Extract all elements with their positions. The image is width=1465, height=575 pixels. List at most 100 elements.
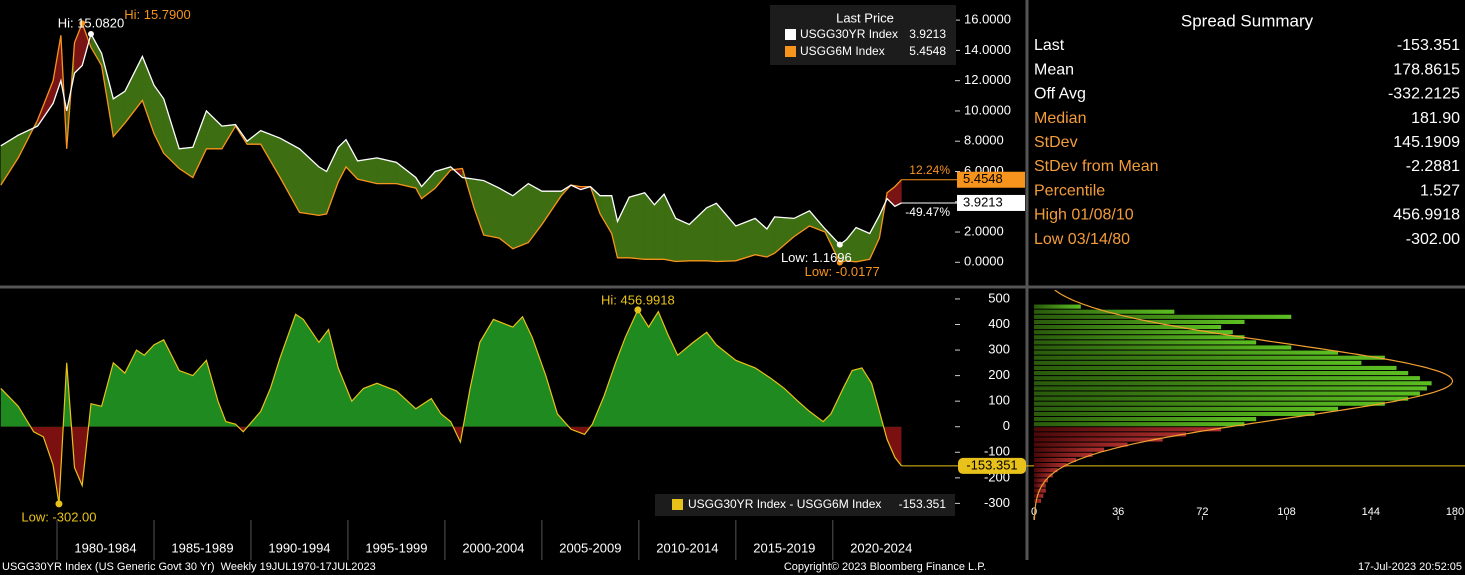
histogram-bar bbox=[1034, 330, 1233, 335]
summary-title: Spread Summary bbox=[1181, 11, 1314, 30]
y-tick-label: 300 bbox=[988, 341, 1010, 356]
histogram-bar bbox=[1034, 478, 1049, 483]
last-flag-label: 3.9213 bbox=[963, 194, 1003, 209]
histogram-bar bbox=[1034, 432, 1187, 437]
period-label: 1990-1994 bbox=[268, 540, 330, 555]
y-tick-label: 0 bbox=[1003, 418, 1010, 433]
y-tick-label: 8.0000 bbox=[964, 133, 1004, 148]
summary-value: -2.2881 bbox=[1406, 158, 1460, 175]
summary-value: -332.2125 bbox=[1388, 86, 1460, 103]
summary-value: -153.351 bbox=[1397, 37, 1460, 54]
summary-value: 181.90 bbox=[1411, 110, 1460, 127]
spread-fill bbox=[318, 166, 327, 216]
high-point bbox=[79, 20, 86, 27]
footer-bar bbox=[0, 560, 1465, 575]
histogram-bar bbox=[1034, 360, 1362, 365]
histogram-bar bbox=[1034, 427, 1222, 432]
footer-center: Copyright© 2023 Bloomberg Finance L.P. bbox=[784, 561, 986, 573]
summary-value: 456.9918 bbox=[1393, 207, 1460, 224]
high-point bbox=[87, 31, 94, 38]
summary-label: StDev from Mean bbox=[1034, 158, 1158, 175]
legend-title: Last Price bbox=[836, 10, 894, 25]
histogram-bar bbox=[1034, 473, 1053, 478]
low-label: Low: 1.1696 bbox=[781, 250, 852, 265]
price-line bbox=[0, 32, 902, 246]
low-point bbox=[836, 259, 843, 266]
summary-value: 145.1909 bbox=[1393, 134, 1460, 151]
histogram-bar bbox=[1034, 493, 1044, 498]
normal-curve bbox=[1033, 290, 1454, 520]
change-label: 12.24% bbox=[909, 163, 950, 177]
summary-label: Mean bbox=[1034, 61, 1074, 78]
footer-left: USGG30YR Index (US Generic Govt 30 Yr) W… bbox=[2, 561, 376, 573]
legend-label: USGG30YR Index bbox=[800, 27, 898, 41]
histogram-bar bbox=[1034, 319, 1245, 324]
spread-fill bbox=[483, 180, 500, 239]
y-tick-label: 0.0000 bbox=[964, 254, 1004, 269]
histogram-bar bbox=[1034, 381, 1432, 386]
high-point bbox=[634, 306, 642, 314]
histogram-bar bbox=[1034, 365, 1397, 370]
period-label: 2005-2009 bbox=[559, 540, 621, 555]
low-point bbox=[55, 500, 63, 508]
x-tick-label: 180 bbox=[1446, 506, 1464, 518]
legend-label: USGG30YR Index - USGG6M Index bbox=[688, 497, 881, 511]
histogram-bar bbox=[1034, 396, 1409, 401]
histogram-bar bbox=[1034, 422, 1245, 427]
summary-value: 1.527 bbox=[1420, 182, 1460, 199]
x-tick-label: 72 bbox=[1196, 506, 1208, 518]
summary-label: StDev bbox=[1034, 134, 1078, 151]
histogram-bar bbox=[1034, 325, 1222, 330]
histogram-bar bbox=[1034, 340, 1257, 345]
period-label: 2010-2014 bbox=[656, 540, 718, 555]
period-label: 2020-2024 bbox=[850, 540, 912, 555]
legend-value: 5.4548 bbox=[909, 44, 946, 58]
spread-fill bbox=[706, 202, 717, 262]
summary-value: -302.00 bbox=[1406, 231, 1460, 248]
spread-line bbox=[0, 308, 902, 504]
last-flag bbox=[957, 171, 1025, 188]
histogram-bar bbox=[1034, 417, 1257, 422]
histogram-bar bbox=[1034, 457, 1077, 462]
histogram-bar bbox=[1034, 391, 1420, 396]
histogram-bar bbox=[1034, 309, 1175, 314]
histogram-bar bbox=[1034, 447, 1105, 452]
period-label: 1980-1984 bbox=[74, 540, 136, 555]
spread-fill bbox=[628, 192, 645, 260]
x-tick-label: 0 bbox=[1031, 506, 1037, 518]
low-label: Low: -0.0177 bbox=[805, 264, 880, 279]
histogram-bar bbox=[1034, 314, 1292, 319]
last-flag-label: 5.4548 bbox=[963, 171, 1003, 186]
last-flag bbox=[957, 194, 1025, 211]
price-line bbox=[0, 21, 902, 264]
x-tick-label: 36 bbox=[1112, 506, 1124, 518]
spread-fill bbox=[675, 218, 690, 262]
y-tick-label: -100 bbox=[984, 444, 1010, 459]
x-tick-label: 144 bbox=[1362, 506, 1380, 518]
histogram-bar bbox=[1034, 468, 1058, 473]
y-tick-label: 2.0000 bbox=[964, 223, 1004, 238]
y-tick-label: 12.0000 bbox=[964, 72, 1011, 87]
histogram-bar bbox=[1034, 350, 1339, 355]
histogram-bar bbox=[1034, 498, 1042, 503]
y-tick-label: 500 bbox=[988, 290, 1010, 305]
last-flag-label: -153.351 bbox=[966, 457, 1017, 472]
y-tick-label: 16.0000 bbox=[964, 12, 1011, 27]
summary-label: Percentile bbox=[1034, 182, 1105, 199]
summary-label: Low 03/14/80 bbox=[1034, 231, 1130, 248]
summary-value: 178.8615 bbox=[1393, 61, 1460, 78]
high-label: Hi: 456.9918 bbox=[601, 292, 675, 307]
low-point bbox=[836, 241, 843, 248]
legend-swatch bbox=[672, 499, 683, 510]
last-flag bbox=[958, 457, 1026, 474]
legend-value: -153.351 bbox=[899, 497, 947, 511]
histogram-bar bbox=[1034, 452, 1093, 457]
spread-area-positive bbox=[0, 309, 902, 427]
legend bbox=[655, 494, 955, 516]
legend bbox=[770, 5, 956, 65]
high-label: Hi: 15.7900 bbox=[124, 7, 190, 22]
summary-label: Median bbox=[1034, 110, 1086, 127]
summary-label: Off Avg bbox=[1034, 86, 1086, 103]
legend-swatch bbox=[785, 29, 796, 40]
